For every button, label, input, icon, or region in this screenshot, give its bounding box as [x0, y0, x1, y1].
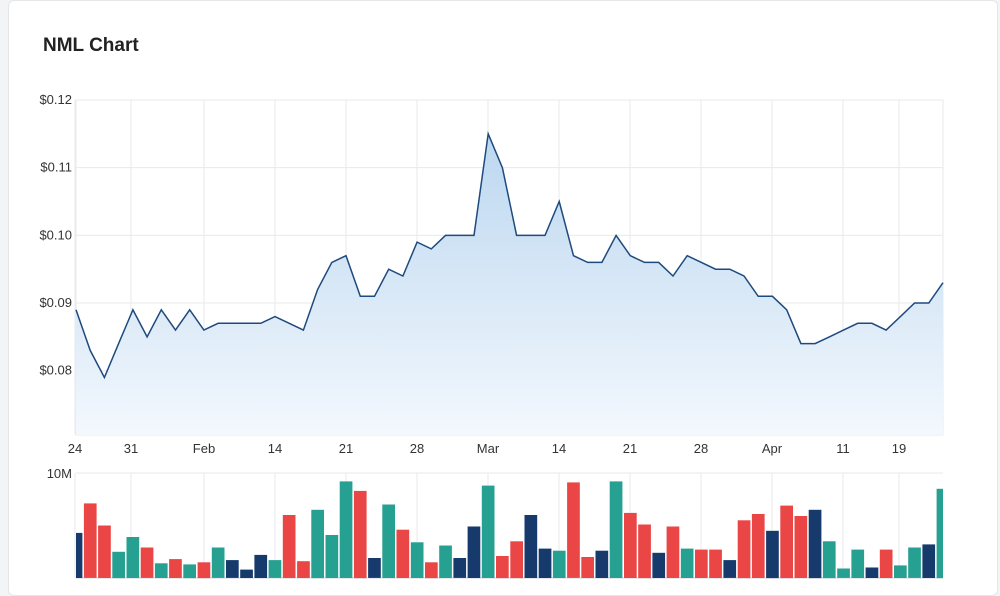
volume-bar: [808, 509, 822, 579]
volume-bar: [567, 482, 580, 578]
volume-bar: [922, 544, 936, 578]
volume-bar: [822, 541, 836, 579]
x-tick-label: 11: [836, 441, 850, 456]
volume-bar: [240, 569, 253, 578]
volume-bar: [396, 529, 410, 578]
y-tick-label: $0.11: [40, 160, 72, 175]
volume-bar: [197, 562, 211, 579]
volume-bar: [638, 524, 651, 579]
price-area: [76, 133, 943, 436]
volume-bar: [695, 549, 708, 578]
volume-bar: [282, 515, 296, 578]
volume-bar: [169, 559, 182, 578]
volume-bar: [183, 564, 196, 579]
y-tick-label: $0.12: [39, 92, 72, 107]
volume-bar: [908, 547, 921, 578]
volume-bar: [865, 567, 879, 578]
x-tick-label: Apr: [762, 441, 783, 456]
x-tick-label: Feb: [193, 441, 215, 456]
volume-bar: [140, 547, 154, 578]
volume-bar: [439, 545, 452, 578]
volume-bar: [652, 552, 666, 578]
y-tick-label: $0.10: [39, 227, 72, 242]
x-tick-label: 19: [892, 441, 906, 456]
volume-bar: [552, 550, 566, 578]
volume-bar: [453, 558, 467, 578]
volume-bar: [311, 509, 324, 579]
volume-bar: [851, 549, 865, 578]
x-tick-label: 24: [68, 441, 82, 456]
volume-bar: [524, 515, 538, 578]
volume-bar: [837, 568, 850, 578]
volume-bar: [723, 560, 737, 578]
volume-bar: [76, 532, 83, 578]
volume-bar: [325, 535, 339, 578]
x-tick-label: 21: [339, 441, 353, 456]
volume-bar: [481, 485, 495, 578]
x-tick-label: 28: [694, 441, 708, 456]
volume-bar: [353, 490, 367, 579]
volume-tick-label: 10M: [47, 466, 72, 481]
x-tick-label: 21: [623, 441, 637, 456]
y-axis-ticks: $0.12 $0.11 $0.10 $0.09 $0.08: [39, 92, 72, 378]
volume-bar: [666, 526, 680, 578]
volume-bar: [680, 548, 694, 578]
volume-bar: [368, 558, 381, 578]
volume-bar: [894, 565, 907, 578]
x-tick-label: 14: [552, 441, 566, 456]
volume-bar: [581, 557, 594, 578]
volume-bar: [780, 505, 793, 579]
volume-bars: [76, 481, 943, 579]
volume-bar: [496, 556, 509, 579]
price-line: [75, 130, 944, 380]
volume-bar: [737, 520, 751, 579]
volume-bar: [112, 551, 125, 579]
x-tick-label: 28: [410, 441, 424, 456]
volume-bar: [382, 504, 395, 578]
x-axis-ticks: 24 31 Feb 14 21 28 Mar 14 21 28 Apr 11 19: [68, 441, 906, 456]
volume-bar: [538, 548, 552, 578]
volume-bar: [936, 488, 943, 579]
volume-bar: [339, 481, 353, 578]
volume-bar: [268, 560, 282, 578]
volume-bar: [879, 549, 893, 578]
volume-bar: [595, 550, 609, 578]
x-tick-label: 31: [124, 441, 138, 456]
volume-bar: [766, 530, 779, 579]
volume-bar: [98, 525, 111, 578]
volume-bar: [709, 549, 722, 578]
volume-bar: [467, 526, 481, 578]
volume-bar: [126, 537, 140, 578]
volume-bar: [425, 562, 438, 579]
volume-bar: [83, 503, 97, 578]
volume-bar: [154, 563, 168, 578]
x-tick-label: 14: [268, 441, 282, 456]
volume-bar: [510, 541, 523, 579]
volume-bar: [254, 554, 268, 578]
volume-bar: [794, 516, 808, 578]
chart-title: NML Chart: [43, 35, 139, 56]
y-tick-label: $0.09: [39, 295, 72, 310]
volume-bar: [609, 481, 623, 578]
volume-bar: [226, 560, 239, 578]
volume-bar: [410, 542, 424, 578]
volume-axis-ticks: 10M: [47, 466, 72, 481]
y-tick-label: $0.08: [39, 363, 72, 378]
x-tick-label: Mar: [477, 441, 500, 456]
volume-bar: [624, 512, 637, 578]
volume-bar: [751, 514, 765, 578]
volume-bar: [211, 547, 225, 578]
volume-bar: [297, 561, 310, 578]
